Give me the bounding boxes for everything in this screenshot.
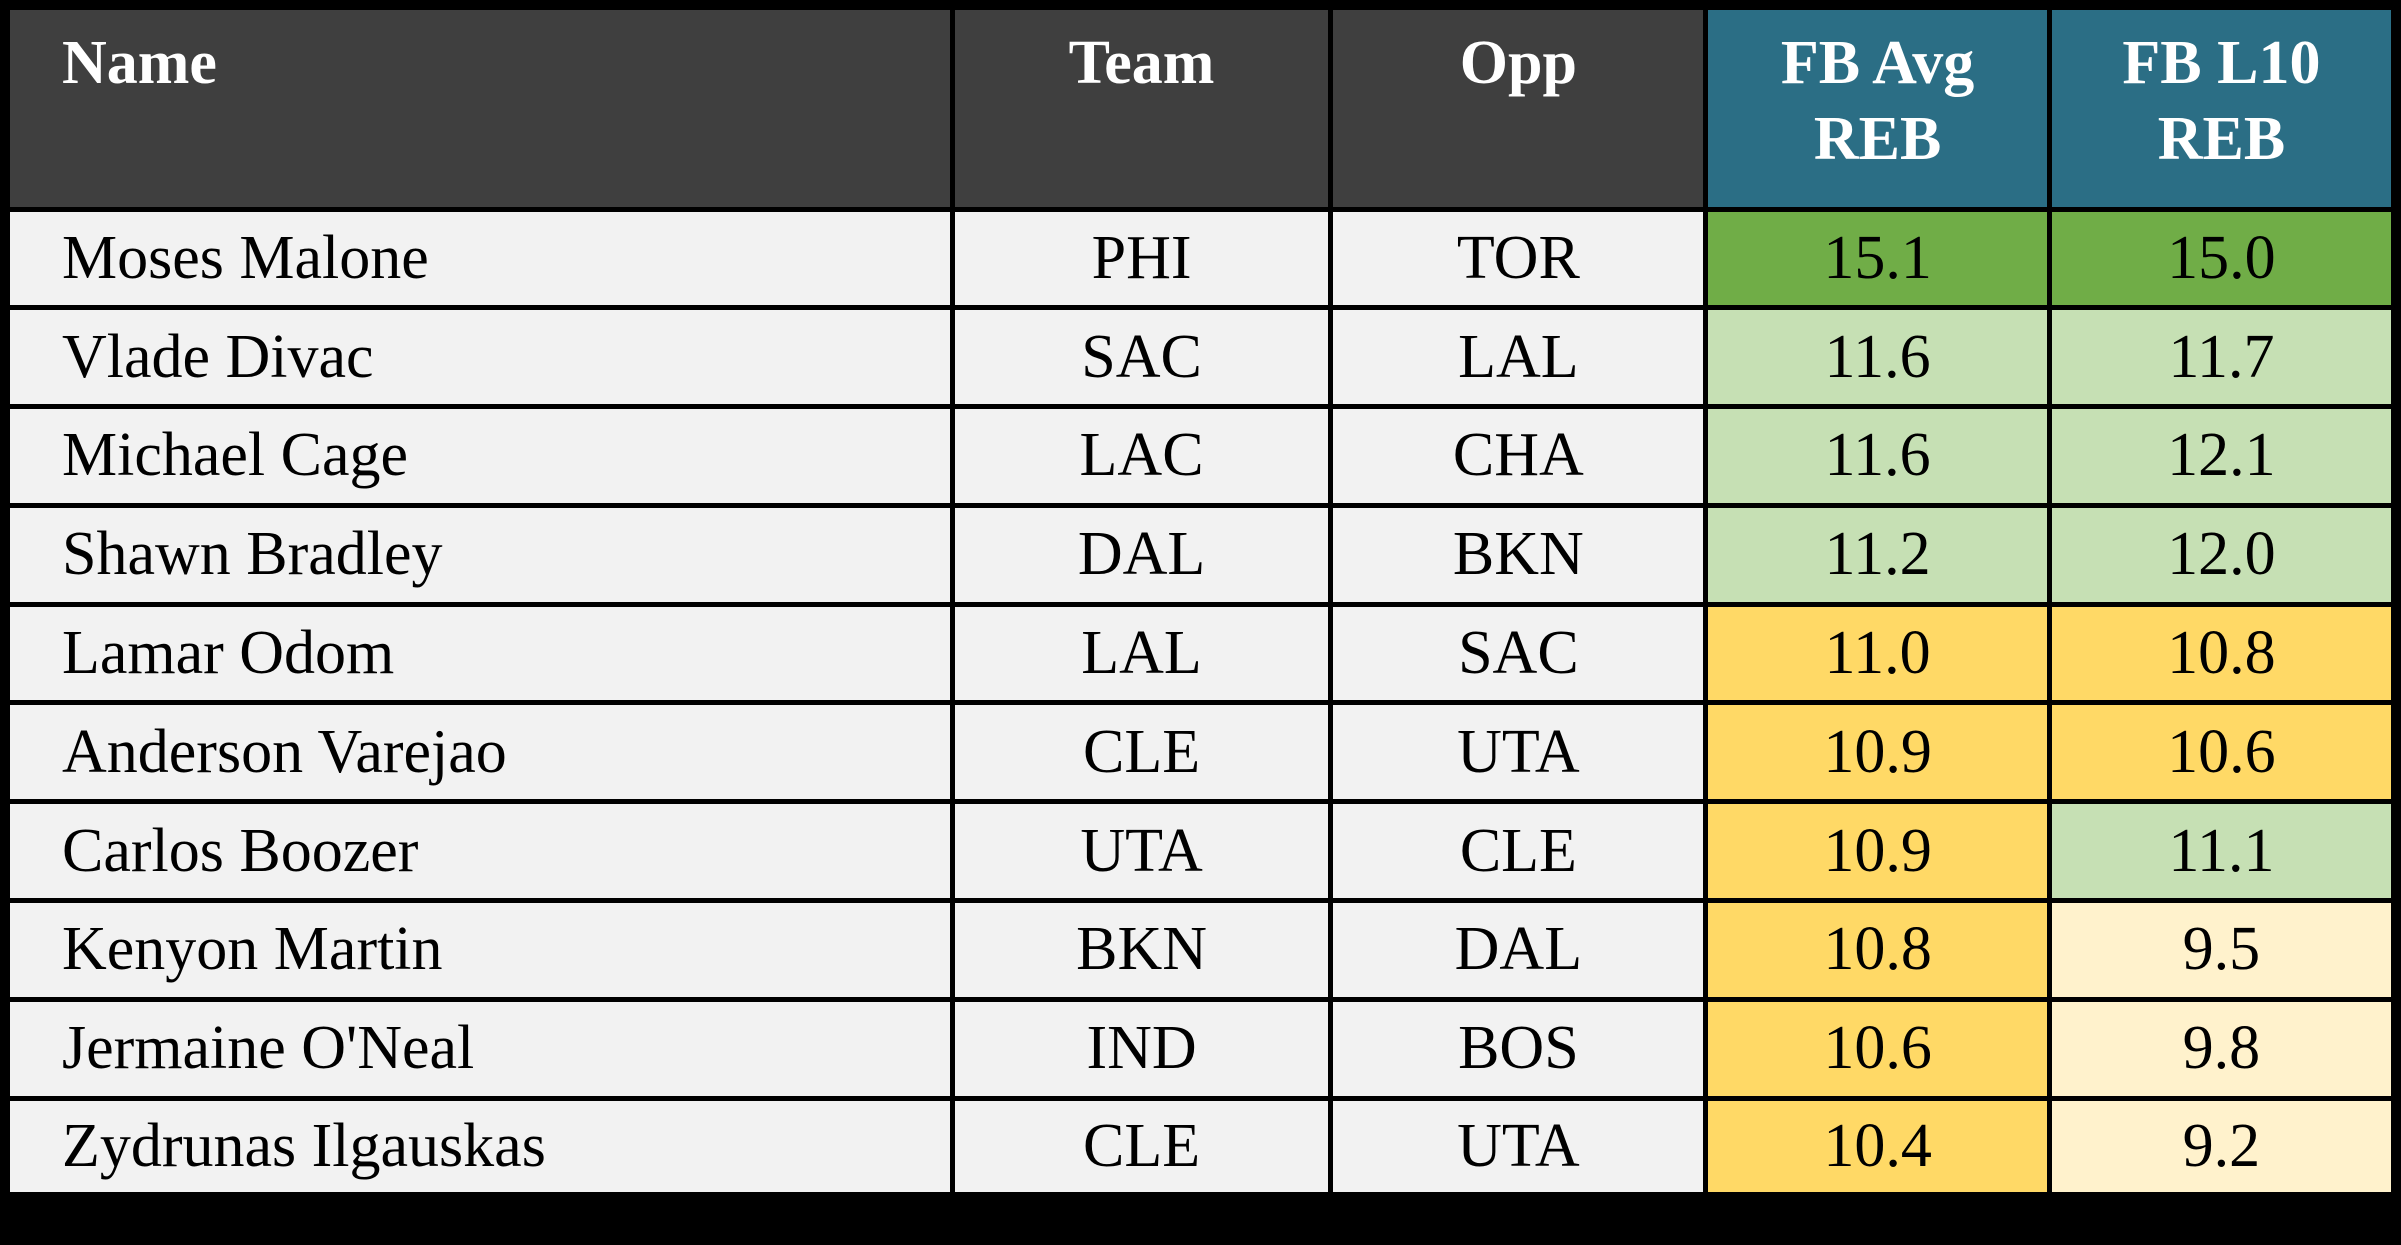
- fb-avg-reb-cell: 11.2: [1703, 502, 2052, 607]
- table-row: Michael Cage LAC CHA 11.6 12.1: [2, 404, 2399, 508]
- fb-avg-reb-cell: 11.6: [1703, 404, 2052, 508]
- column-header-name: Name: [2, 2, 955, 212]
- fb-l10-reb-cell: 10.8: [2046, 601, 2399, 706]
- fb-l10-reb-cell: 9.5: [2046, 898, 2399, 1002]
- fb-l10-reb-cell: 12.0: [2046, 502, 2399, 607]
- fb-l10-reb-cell: 10.6: [2046, 700, 2399, 805]
- rebounds-stat-table: Name Team Opp FB Avg REB FB L10 REB Mose…: [0, 0, 2401, 1202]
- fb-l10-reb-cell: 9.8: [2046, 996, 2399, 1101]
- fb-l10-reb-cell: 9.2: [2046, 1095, 2399, 1200]
- player-name-cell: Michael Cage: [2, 404, 955, 508]
- table-row: Carlos Boozer UTA CLE 10.9 11.1: [2, 799, 2399, 904]
- table-row: Moses Malone PHI TOR 15.1 15.0: [2, 206, 2399, 311]
- fb-avg-reb-cell: 10.6: [1703, 996, 2052, 1101]
- table-row: Anderson Varejao CLE UTA 10.9 10.6: [2, 700, 2399, 805]
- opp-cell: UTA: [1328, 700, 1709, 805]
- fb-l10-reb-cell: 12.1: [2046, 404, 2399, 508]
- team-cell: IND: [949, 996, 1334, 1101]
- opp-cell: CHA: [1328, 404, 1709, 508]
- player-name-cell: Anderson Varejao: [2, 700, 955, 805]
- team-cell: LAC: [949, 404, 1334, 508]
- column-header-fb-l10-reb: FB L10 REB: [2046, 2, 2399, 212]
- table-row: Kenyon Martin BKN DAL 10.8 9.5: [2, 898, 2399, 1002]
- team-cell: PHI: [949, 206, 1334, 311]
- opp-cell: UTA: [1328, 1095, 1709, 1200]
- team-cell: DAL: [949, 502, 1334, 607]
- team-cell: BKN: [949, 898, 1334, 1002]
- table-row: Vlade Divac SAC LAL 11.6 11.7: [2, 305, 2399, 410]
- player-name-cell: Jermaine O'Neal: [2, 996, 955, 1101]
- table-row: Lamar Odom LAL SAC 11.0 10.8: [2, 601, 2399, 706]
- fb-avg-reb-cell: 11.0: [1703, 601, 2052, 706]
- team-cell: LAL: [949, 601, 1334, 706]
- opp-cell: CLE: [1328, 799, 1709, 904]
- fb-avg-reb-cell: 15.1: [1703, 206, 2052, 311]
- player-name-cell: Lamar Odom: [2, 601, 955, 706]
- table-row: Zydrunas Ilgauskas CLE UTA 10.4 9.2: [2, 1095, 2399, 1200]
- player-name-cell: Carlos Boozer: [2, 799, 955, 904]
- table-row: Jermaine O'Neal IND BOS 10.6 9.8: [2, 996, 2399, 1101]
- player-name-cell: Kenyon Martin: [2, 898, 955, 1002]
- team-cell: SAC: [949, 305, 1334, 410]
- opp-cell: BOS: [1328, 996, 1709, 1101]
- team-cell: CLE: [949, 1095, 1334, 1200]
- team-cell: CLE: [949, 700, 1334, 805]
- column-header-opp: Opp: [1328, 2, 1709, 212]
- table-row: Shawn Bradley DAL BKN 11.2 12.0: [2, 502, 2399, 607]
- table-header: Name Team Opp FB Avg REB FB L10 REB: [2, 2, 2399, 212]
- opp-cell: BKN: [1328, 502, 1709, 607]
- opp-cell: SAC: [1328, 601, 1709, 706]
- column-header-fb-avg-reb: FB Avg REB: [1703, 2, 2052, 212]
- header-row: Name Team Opp FB Avg REB FB L10 REB: [2, 2, 2399, 212]
- fb-avg-reb-cell: 10.4: [1703, 1095, 2052, 1200]
- player-name-cell: Vlade Divac: [2, 305, 955, 410]
- opp-cell: DAL: [1328, 898, 1709, 1002]
- fb-avg-reb-cell: 10.9: [1703, 799, 2052, 904]
- player-name-cell: Shawn Bradley: [2, 502, 955, 607]
- fb-l10-reb-cell: 15.0: [2046, 206, 2399, 311]
- opp-cell: TOR: [1328, 206, 1709, 311]
- opp-cell: LAL: [1328, 305, 1709, 410]
- fb-avg-reb-cell: 10.8: [1703, 898, 2052, 1002]
- fb-l10-reb-cell: 11.7: [2046, 305, 2399, 410]
- fb-avg-reb-cell: 10.9: [1703, 700, 2052, 805]
- column-header-team: Team: [949, 2, 1334, 212]
- player-name-cell: Moses Malone: [2, 206, 955, 311]
- fb-l10-reb-cell: 11.1: [2046, 799, 2399, 904]
- table-body: Moses Malone PHI TOR 15.1 15.0 Vlade Divac SAC…: [2, 206, 2399, 1200]
- fb-avg-reb-cell: 11.6: [1703, 305, 2052, 410]
- player-name-cell: Zydrunas Ilgauskas: [2, 1095, 955, 1200]
- team-cell: UTA: [949, 799, 1334, 904]
